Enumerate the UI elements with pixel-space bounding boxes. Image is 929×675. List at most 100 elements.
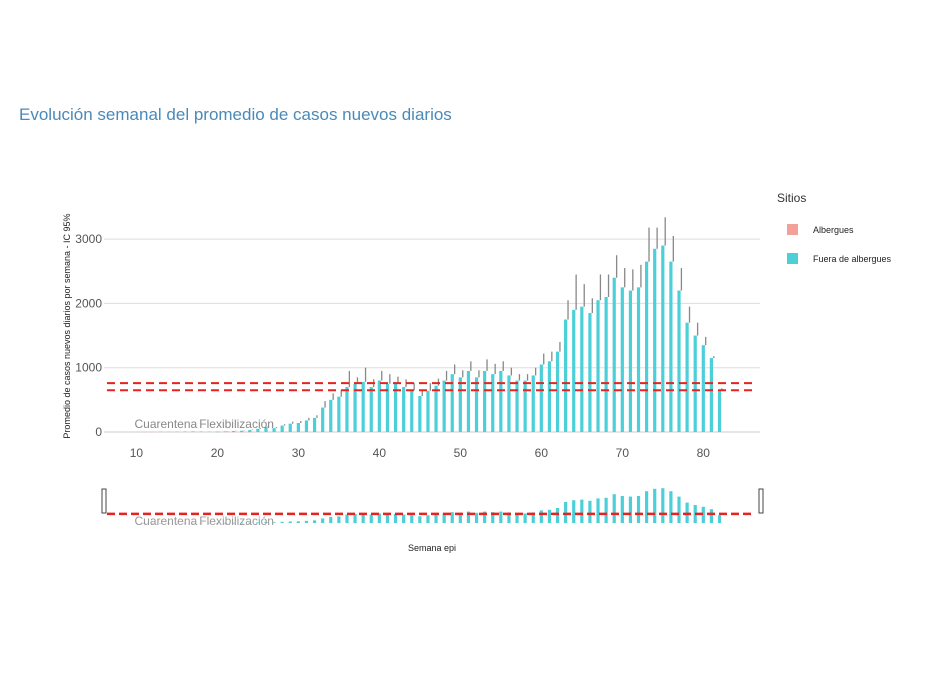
bar-fuera-de-albergues[interactable] (628, 290, 633, 432)
bar-fuera-de-albergues[interactable] (231, 431, 236, 432)
bar-fuera-de-albergues[interactable] (240, 430, 244, 432)
bar-fuera-de-albergues[interactable] (709, 358, 714, 432)
bar-fuera-de-albergues[interactable] (329, 399, 333, 432)
mini-bar (377, 513, 381, 523)
bar-fuera-de-albergues[interactable] (636, 287, 641, 432)
mini-bar (207, 522, 211, 524)
annotations-layer: Cuarentena Flexibilización (134, 417, 273, 431)
bar-fuera-de-albergues[interactable] (402, 387, 406, 432)
mini-bar (531, 512, 535, 523)
bar-fuera-de-albergues[interactable] (442, 380, 446, 432)
bar-fuera-de-albergues[interactable] (450, 374, 454, 432)
mini-bar (240, 522, 244, 524)
bar-fuera-de-albergues[interactable] (596, 300, 600, 432)
bar-fuera-de-albergues[interactable] (410, 390, 414, 432)
bar-fuera-de-albergues[interactable] (604, 297, 608, 432)
bar-fuera-de-albergues[interactable] (321, 407, 325, 432)
bar-fuera-de-albergues[interactable] (515, 380, 519, 432)
range-slider[interactable]: Cuarentena Flexibilización (101, 488, 764, 528)
bar-fuera-de-albergues[interactable] (280, 425, 284, 432)
mini-bar (661, 488, 665, 523)
x-tick-label: 50 (454, 446, 468, 460)
bar-fuera-de-albergues[interactable] (539, 364, 543, 433)
bar-fuera-de-albergues[interactable] (491, 374, 495, 432)
bar-albergues[interactable] (183, 431, 187, 432)
bar-fuera-de-albergues[interactable] (677, 290, 681, 432)
bar-fuera-de-albergues[interactable] (256, 428, 260, 432)
mini-bar (539, 510, 543, 523)
bar-fuera-de-albergues[interactable] (564, 319, 568, 433)
mini-bar (458, 512, 462, 523)
bar-fuera-de-albergues[interactable] (223, 431, 228, 432)
legend-item-albergues[interactable]: Albergues (787, 224, 854, 235)
mini-bar (159, 522, 163, 524)
bar-albergues[interactable] (175, 431, 179, 432)
mini-bar (442, 513, 446, 523)
legend-item-fuera-de-albergues[interactable]: Fuera de albergues (787, 253, 892, 264)
bar-fuera-de-albergues[interactable] (434, 385, 438, 432)
x-tick-label: 30 (292, 446, 306, 460)
bar-fuera-de-albergues[interactable] (345, 387, 349, 432)
bar-fuera-de-albergues[interactable] (669, 261, 673, 432)
bar-fuera-de-albergues[interactable] (248, 430, 252, 432)
bar-albergues[interactable] (240, 431, 244, 433)
range-slider-right-handle[interactable] (758, 488, 764, 514)
bar-fuera-de-albergues[interactable] (588, 313, 592, 432)
bar-fuera-de-albergues[interactable] (304, 420, 309, 432)
bar-fuera-de-albergues[interactable] (645, 261, 649, 432)
bar-fuera-de-albergues[interactable] (620, 287, 624, 432)
bar-fuera-de-albergues[interactable] (337, 396, 341, 432)
bar-fuera-de-albergues[interactable] (661, 245, 665, 432)
bar-fuera-de-albergues[interactable] (507, 375, 511, 432)
bar-fuera-de-albergues[interactable] (474, 377, 479, 432)
bar-albergues[interactable] (142, 431, 147, 433)
bar-fuera-de-albergues[interactable] (369, 387, 373, 432)
bar-albergues[interactable] (167, 431, 171, 433)
bars-layer (142, 245, 722, 433)
bar-fuera-de-albergues[interactable] (426, 390, 430, 432)
bar-fuera-de-albergues[interactable] (499, 370, 503, 432)
bar-fuera-de-albergues[interactable] (717, 390, 722, 432)
mini-bar (142, 522, 147, 524)
bar-fuera-de-albergues[interactable] (264, 426, 268, 432)
bar-fuera-de-albergues[interactable] (393, 383, 398, 432)
bar-albergues[interactable] (199, 431, 203, 432)
bar-fuera-de-albergues[interactable] (296, 423, 300, 432)
bar-fuera-de-albergues[interactable] (458, 377, 462, 432)
bar-fuera-de-albergues[interactable] (572, 309, 576, 432)
mini-bar (434, 514, 438, 523)
bar-fuera-de-albergues[interactable] (361, 381, 365, 432)
bar-fuera-de-albergues[interactable] (385, 383, 390, 432)
bar-fuera-de-albergues[interactable] (418, 396, 422, 432)
bar-fuera-de-albergues[interactable] (531, 375, 535, 432)
bar-albergues[interactable] (207, 431, 211, 432)
bar-fuera-de-albergues[interactable] (353, 383, 357, 432)
bar-fuera-de-albergues[interactable] (685, 322, 689, 432)
bar-fuera-de-albergues[interactable] (555, 351, 560, 432)
bar-fuera-de-albergues[interactable] (466, 370, 471, 432)
range-slider-left-handle[interactable] (101, 488, 107, 514)
y-tick-label: 0 (95, 425, 102, 439)
bar-fuera-de-albergues[interactable] (523, 380, 527, 432)
bar-fuera-de-albergues[interactable] (547, 361, 552, 432)
bar-fuera-de-albergues[interactable] (288, 423, 292, 432)
mini-bar (223, 522, 228, 524)
bar-fuera-de-albergues[interactable] (312, 417, 317, 432)
bar-fuera-de-albergues[interactable] (272, 428, 276, 432)
mini-bar (280, 521, 284, 523)
bar-fuera-de-albergues[interactable] (701, 345, 705, 432)
bar-albergues[interactable] (248, 431, 252, 433)
bar-albergues[interactable] (159, 431, 163, 433)
legend-swatch-albergues (787, 224, 798, 235)
bar-albergues[interactable] (191, 431, 195, 432)
bar-fuera-de-albergues[interactable] (377, 380, 381, 432)
bar-fuera-de-albergues[interactable] (653, 248, 657, 432)
bar-fuera-de-albergues[interactable] (215, 431, 219, 433)
mini-bar (426, 515, 430, 523)
bar-fuera-de-albergues[interactable] (580, 306, 584, 432)
bar-fuera-de-albergues[interactable] (612, 277, 616, 432)
bar-albergues[interactable] (150, 431, 155, 433)
bar-fuera-de-albergues[interactable] (483, 370, 487, 432)
x-axis-title: Semana epi (408, 543, 456, 553)
mini-bar (701, 506, 705, 523)
